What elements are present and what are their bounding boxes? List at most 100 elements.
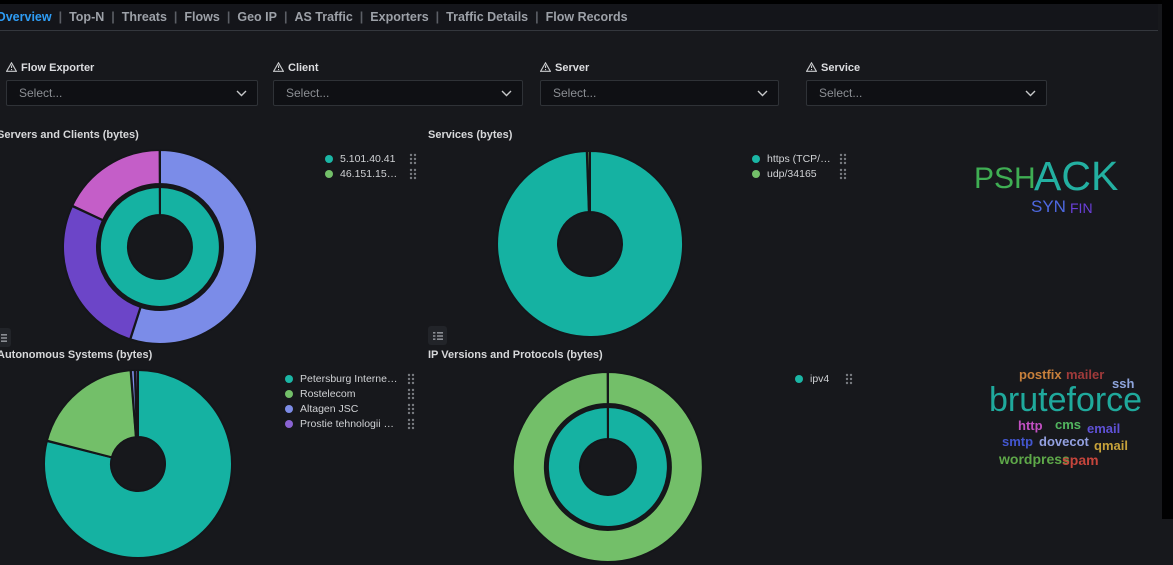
warning-icon — [6, 62, 17, 75]
legend-label[interactable]: Rostelecom — [300, 388, 355, 400]
legend-color-dot — [285, 420, 293, 428]
server-label: Server — [540, 60, 779, 76]
drag-handle-icon[interactable] — [399, 403, 415, 415]
panel-services: Services (bytes) https (TCP/443)udp/3416… — [427, 120, 860, 345]
filter-group-server: Server Select... — [540, 60, 779, 106]
services-legend: https (TCP/443) udp/34165 — [752, 151, 847, 181]
chevron-down-icon — [757, 84, 768, 102]
cloud-word-bruteforce[interactable]: bruteforce — [989, 383, 1142, 417]
flow-exporter-select-value: Select... — [19, 86, 236, 100]
legend-label[interactable]: Altagen JSC — [300, 403, 358, 415]
chevron-down-icon — [501, 84, 512, 102]
chevron-down-icon — [1025, 84, 1036, 102]
legend-label[interactable]: 5.101.40.41 — [340, 153, 395, 165]
chart-segment-ipv4[interactable] — [548, 407, 668, 527]
legend-label[interactable]: udp/34165 — [767, 168, 817, 180]
legend-item: Rostelecom — [285, 386, 415, 401]
legend-item: Petersburg Internet Net... — [285, 371, 415, 386]
nav-separator: | — [277, 10, 295, 24]
client-label: Client — [273, 60, 523, 76]
nav-item-overview[interactable]: Overview — [0, 10, 52, 24]
drag-handle-icon[interactable] — [831, 153, 847, 165]
drag-handle-icon[interactable] — [401, 153, 417, 165]
cloud-word-email[interactable]: email — [1087, 422, 1120, 435]
nav-item-as-traffic[interactable]: AS Traffic — [294, 10, 352, 24]
panel-autonomous-systems: Autonomous Systems (bytes) Petersburg In… — [0, 345, 425, 519]
legend-item: ipv4 — [795, 371, 853, 386]
flow-exporter-label: Flow Exporter — [6, 60, 258, 76]
service-select[interactable]: Select... — [806, 80, 1047, 106]
nav-item-flow-records[interactable]: Flow Records — [546, 10, 628, 24]
nav-item-exporters[interactable]: Exporters — [370, 10, 428, 24]
drag-handle-icon[interactable] — [399, 388, 415, 400]
nav-separator: | — [353, 10, 371, 24]
cloud-word-spam[interactable]: spam — [1062, 453, 1099, 467]
nav-separator: | — [429, 10, 447, 24]
drag-handle-icon[interactable] — [399, 418, 415, 430]
filter-group-flow-exporter: Flow Exporter Select... — [6, 60, 258, 106]
legend-label[interactable]: Petersburg Internet Net... — [300, 373, 399, 385]
chevron-down-icon — [236, 84, 247, 102]
cloud-word-smtp[interactable]: smtp — [1002, 435, 1033, 448]
nav-separator: | — [528, 10, 546, 24]
nav-separator: | — [220, 10, 238, 24]
flow-exporter-select[interactable]: Select... — [6, 80, 258, 106]
service-select-value: Select... — [819, 86, 1025, 100]
nav-item-top-n[interactable]: Top-N — [69, 10, 104, 24]
legend-label[interactable]: Prostie tehnologii Ltd. — [300, 418, 399, 430]
scrollbar-track[interactable] — [1162, 0, 1173, 519]
cloud-word-qmail[interactable]: qmail — [1094, 439, 1128, 452]
legend-item: udp/34165 — [752, 166, 847, 181]
nav-item-traffic-details[interactable]: Traffic Details — [446, 10, 528, 24]
legend-item: 5.101.40.41 — [325, 151, 417, 166]
client-select[interactable]: Select... — [273, 80, 523, 106]
cloud-word-ack[interactable]: ACK — [1034, 156, 1118, 197]
nav-item-flows[interactable]: Flows — [184, 10, 219, 24]
filter-group-client: Client Select... — [273, 60, 523, 106]
warning-icon — [540, 62, 551, 75]
legend-label[interactable]: 46.151.158.74 — [340, 168, 401, 180]
cloud-word-psh[interactable]: PSH — [974, 164, 1036, 194]
drag-handle-icon[interactable] — [837, 373, 853, 385]
drag-handle-icon[interactable] — [831, 168, 847, 180]
cloud-word-fin[interactable]: FIN — [1070, 201, 1093, 215]
legend-item: 46.151.158.74 — [325, 166, 417, 181]
top-edge-strip — [0, 0, 1173, 4]
cloud-word-postfix[interactable]: postfix — [1019, 368, 1062, 381]
cloud-word-mailer[interactable]: mailer — [1066, 368, 1104, 381]
chart-segment-rostelecom[interactable] — [47, 370, 136, 457]
legend-label[interactable]: https (TCP/443) — [767, 153, 831, 165]
legend-color-dot — [285, 390, 293, 398]
drag-handle-icon[interactable] — [399, 373, 415, 385]
chart-segment-5-101-40-41[interactable] — [100, 187, 220, 307]
cloud-word-cms[interactable]: cms — [1055, 418, 1081, 431]
nav-item-threats[interactable]: Threats — [122, 10, 167, 24]
legend-list-icon[interactable] — [428, 326, 447, 345]
legend-item: Prostie tehnologii Ltd. — [285, 416, 415, 431]
chart-segment-protocol[interactable] — [513, 372, 703, 562]
warning-icon — [806, 62, 817, 75]
legend-color-dot — [752, 170, 760, 178]
legend-color-dot — [325, 170, 333, 178]
filter-group-service: Service Select... — [806, 60, 1047, 106]
drag-handle-icon[interactable] — [401, 168, 417, 180]
cloud-word-wordpress[interactable]: wordpress — [999, 452, 1070, 466]
legend-color-dot — [752, 155, 760, 163]
servers-clients-legend: 5.101.40.41 46.151.158.74 — [325, 151, 417, 181]
legend-color-dot — [285, 405, 293, 413]
cloud-word-syn[interactable]: SYN — [1031, 198, 1066, 215]
cloud-word-dovecot[interactable]: dovecot — [1039, 435, 1089, 448]
nav-item-geo-ip[interactable]: Geo IP — [237, 10, 277, 24]
legend-label[interactable]: ipv4 — [810, 373, 829, 385]
warning-icon — [273, 62, 284, 75]
nav-separator: | — [52, 10, 70, 24]
ip-versions-legend: ipv4 — [795, 371, 853, 386]
legend-color-dot — [285, 375, 293, 383]
cloud-word-http[interactable]: http — [1018, 419, 1043, 432]
server-select[interactable]: Select... — [540, 80, 779, 106]
legend-item: Altagen JSC — [285, 401, 415, 416]
